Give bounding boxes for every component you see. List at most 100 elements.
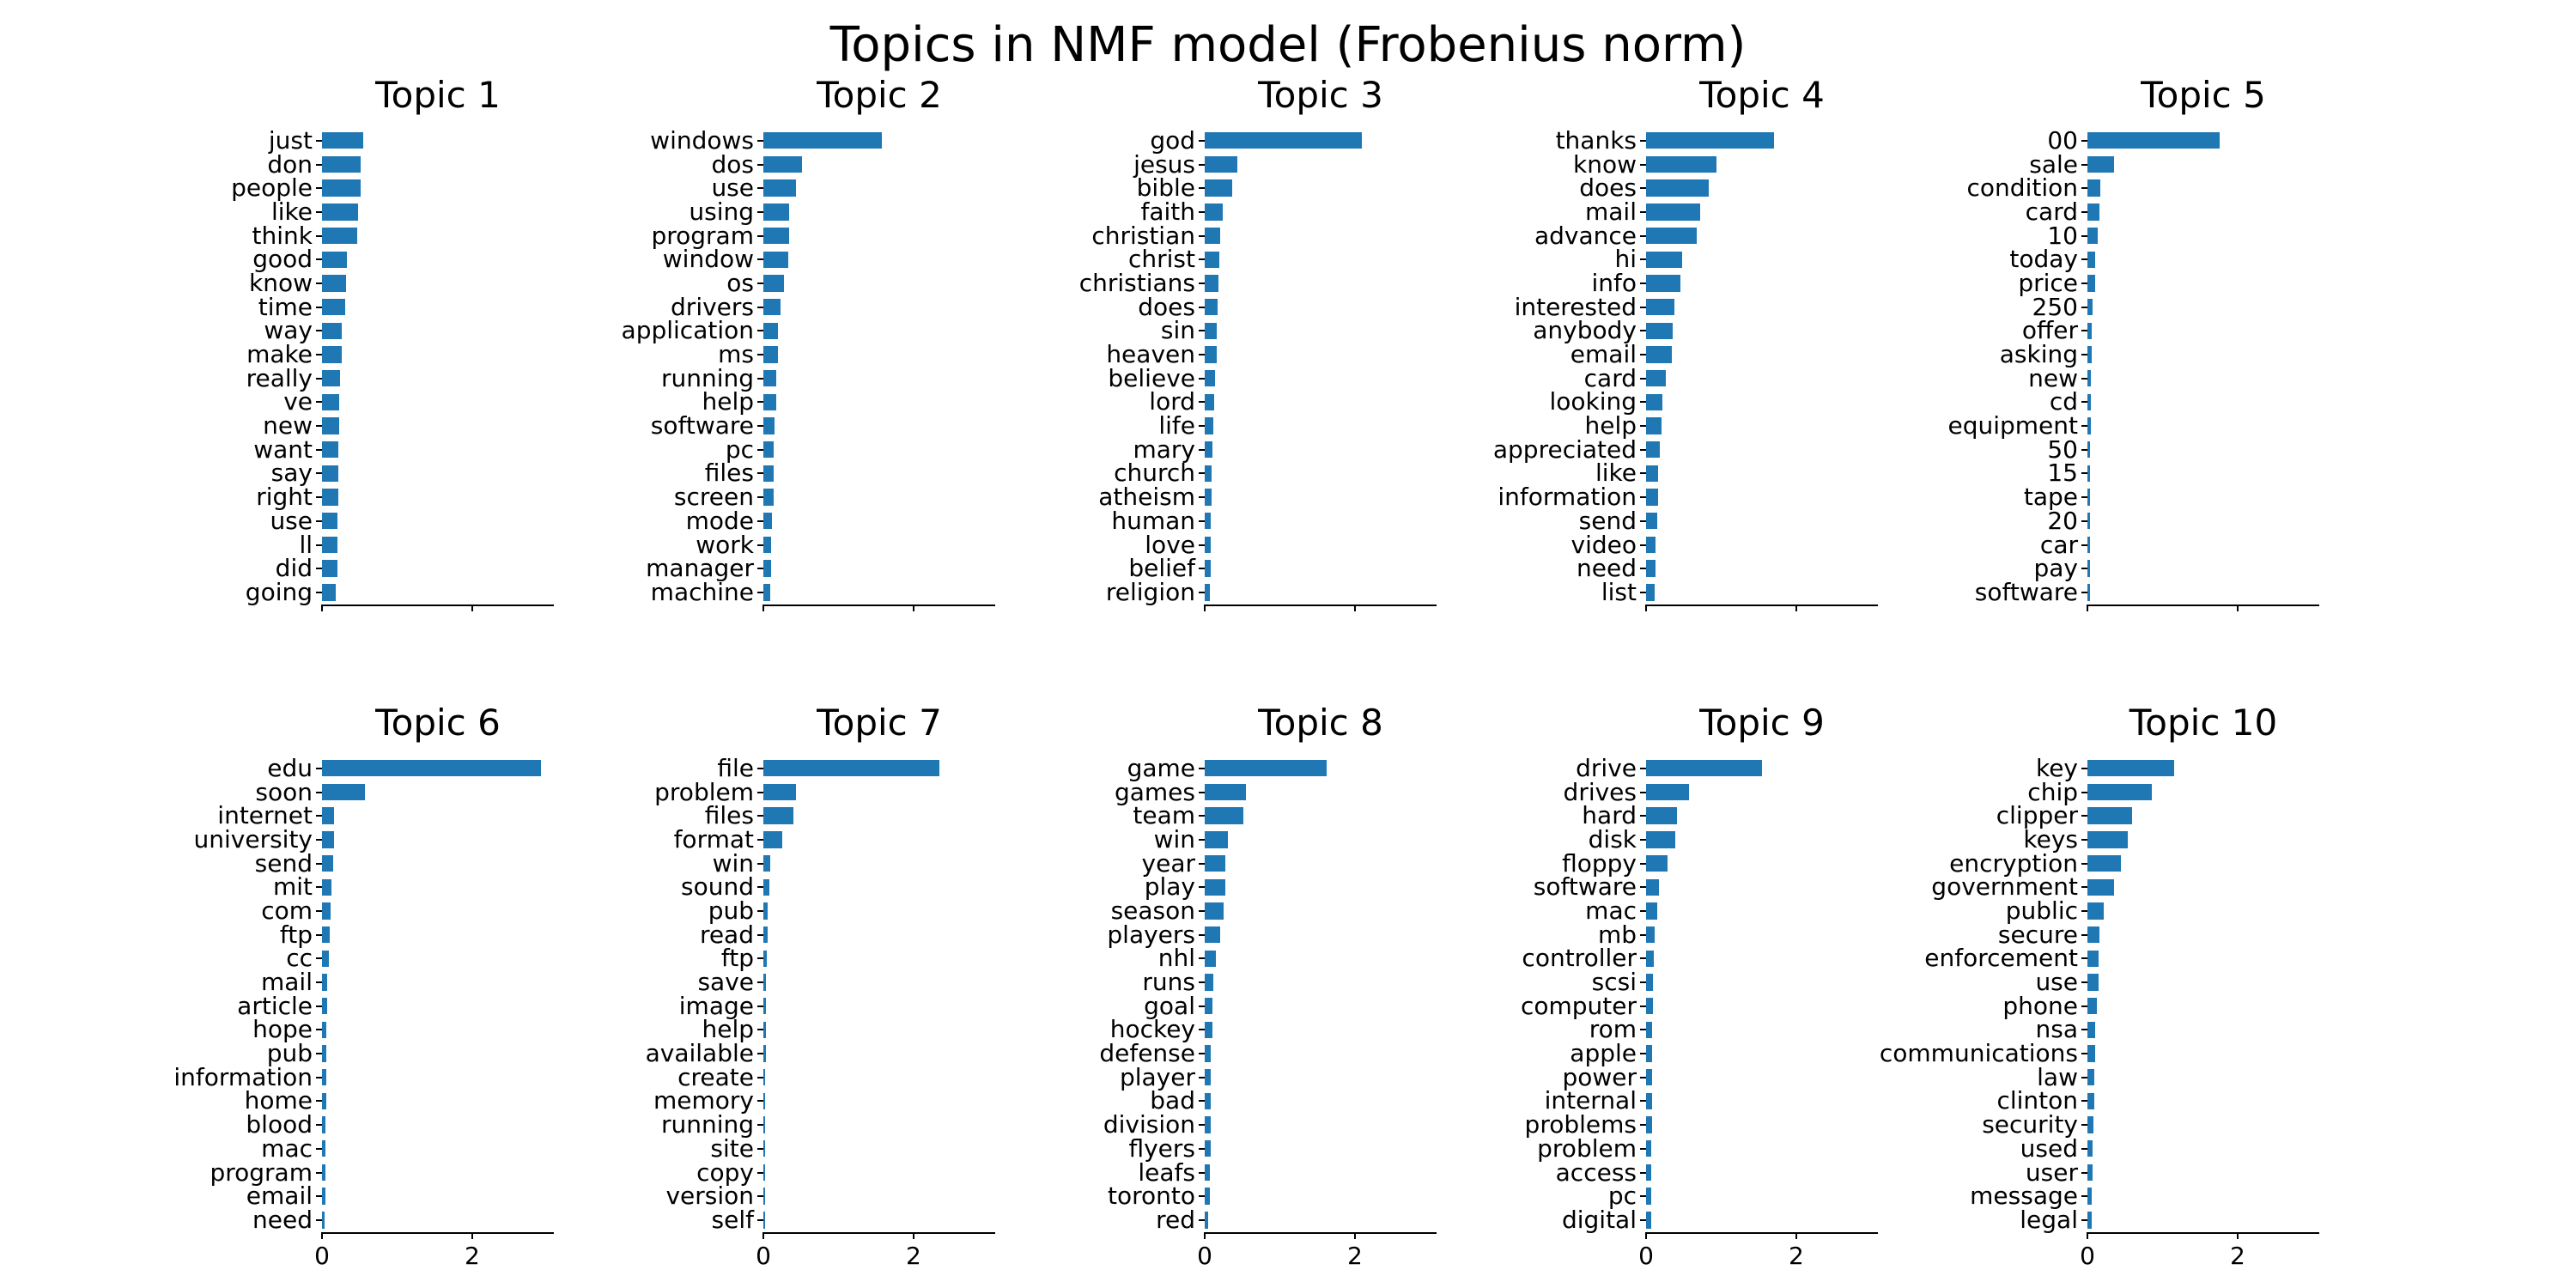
y-tick-mark (316, 1029, 322, 1031)
x-tick-mark: 0 (314, 1232, 330, 1268)
subplot-title: Topic 7 (817, 702, 942, 744)
y-tick-label: god (1150, 125, 1195, 155)
y-tick-label: window (662, 245, 754, 274)
bar-row: church (1114, 461, 1437, 486)
y-tick-label: encryption (1949, 848, 2078, 878)
x-tick-label: 2 (465, 1242, 480, 1270)
y-tick-label: disk (1588, 824, 1637, 854)
bar-row: running (661, 366, 995, 391)
bar-row: hard (1582, 804, 1878, 828)
bar (322, 807, 334, 824)
axes-topic-6: Topic 6 edu soon internet university send mit c… (173, 705, 554, 1268)
y-tick-mark (1640, 163, 1646, 166)
bar-row: love (1145, 532, 1437, 557)
y-tick-mark (316, 1147, 322, 1150)
y-tick-mark (1640, 1005, 1646, 1007)
y-tick-mark (1199, 1005, 1205, 1007)
y-tick-mark (316, 258, 322, 261)
bar (1205, 902, 1224, 920)
y-tick-mark (2081, 472, 2087, 475)
y-tick-mark (2081, 791, 2087, 793)
y-tick-mark (757, 933, 763, 936)
bar-row: info (1591, 270, 1878, 295)
bar-row: right (256, 485, 554, 509)
bar-row: ve (283, 390, 554, 415)
bar (2087, 950, 2099, 967)
y-tick-label: ms (718, 340, 754, 369)
y-tick-mark (316, 330, 322, 332)
y-tick-mark (2081, 1053, 2087, 1055)
bar (763, 322, 779, 339)
subplot-title: Topic 2 (817, 74, 942, 116)
y-tick-label: mail (1585, 197, 1637, 226)
bar-row: say (271, 461, 554, 486)
y-tick-mark (1640, 1076, 1646, 1078)
bar-row: communications (1880, 1042, 2319, 1066)
y-tick-label: lord (1149, 387, 1195, 416)
y-tick-label: cc (286, 944, 313, 973)
bar-row: read (700, 922, 995, 947)
bar-row: pub (708, 898, 995, 923)
bar-row: public (2006, 898, 2319, 923)
bar-row: religion (1106, 580, 1437, 605)
y-tick-label: thanks (1555, 125, 1637, 155)
bar-row: file (717, 756, 995, 781)
bar (1646, 1140, 1652, 1157)
bar-row: hockey (1110, 1018, 1437, 1042)
bar-row: christians (1079, 270, 1437, 295)
bar-row: car (2040, 532, 2319, 557)
y-tick-label: secure (1997, 920, 2078, 949)
y-tick-label: interested (1514, 292, 1637, 321)
bar (1646, 489, 1658, 506)
y-tick-label: like (1595, 459, 1637, 488)
y-tick-label: key (2035, 753, 2078, 782)
bar-row: os (726, 270, 995, 295)
y-tick-mark (1640, 1147, 1646, 1150)
y-tick-mark (1199, 1195, 1205, 1198)
y-tick-label: leafs (1138, 1157, 1195, 1187)
bar-row: offer (2022, 319, 2319, 343)
bar (2087, 760, 2174, 777)
y-tick-mark (1199, 519, 1205, 522)
y-tick-label: appreciated (1492, 434, 1637, 464)
bar-row: message (1970, 1184, 2319, 1208)
bar (763, 489, 775, 506)
bar-row: mail (261, 970, 554, 994)
y-tick-mark (2081, 1218, 2087, 1221)
bar (2087, 560, 2090, 577)
y-tick-mark (1199, 1053, 1205, 1055)
y-tick-label: os (726, 268, 754, 297)
y-tick-label: problems (1524, 1110, 1637, 1139)
y-tick-mark (1640, 815, 1646, 817)
y-tick-mark (757, 981, 763, 984)
y-tick-label: 250 (2032, 292, 2078, 321)
y-tick-mark (2081, 282, 2087, 284)
y-tick-mark (1199, 1124, 1205, 1127)
bar (2087, 1069, 2094, 1086)
y-tick-mark (2081, 306, 2087, 308)
y-tick-mark (316, 496, 322, 499)
bar (322, 179, 361, 197)
y-tick-mark (1199, 163, 1205, 166)
bar-row: equipment (1947, 414, 2319, 438)
bar (1646, 441, 1660, 459)
y-tick-mark (1640, 1124, 1646, 1127)
bar (1205, 536, 1211, 554)
y-tick-label: university (193, 824, 313, 854)
bar-row: create (677, 1065, 995, 1090)
y-tick-mark (316, 544, 322, 546)
y-tick-label: did (275, 554, 313, 583)
y-tick-mark (1199, 568, 1205, 570)
y-tick-label: machine (650, 577, 754, 606)
y-tick-label: right (256, 483, 313, 512)
bar (763, 204, 789, 221)
bar-row: use (2035, 970, 2319, 994)
bar-row: windows (650, 128, 995, 153)
y-tick-mark (316, 187, 322, 190)
bar-row: software (651, 414, 995, 438)
bar-row: help (1584, 414, 1878, 438)
y-tick-label: legal (2020, 1205, 2078, 1234)
bar-row: use (711, 176, 995, 200)
bar-row: version (665, 1184, 995, 1208)
y-tick-label: cd (2049, 387, 2078, 416)
